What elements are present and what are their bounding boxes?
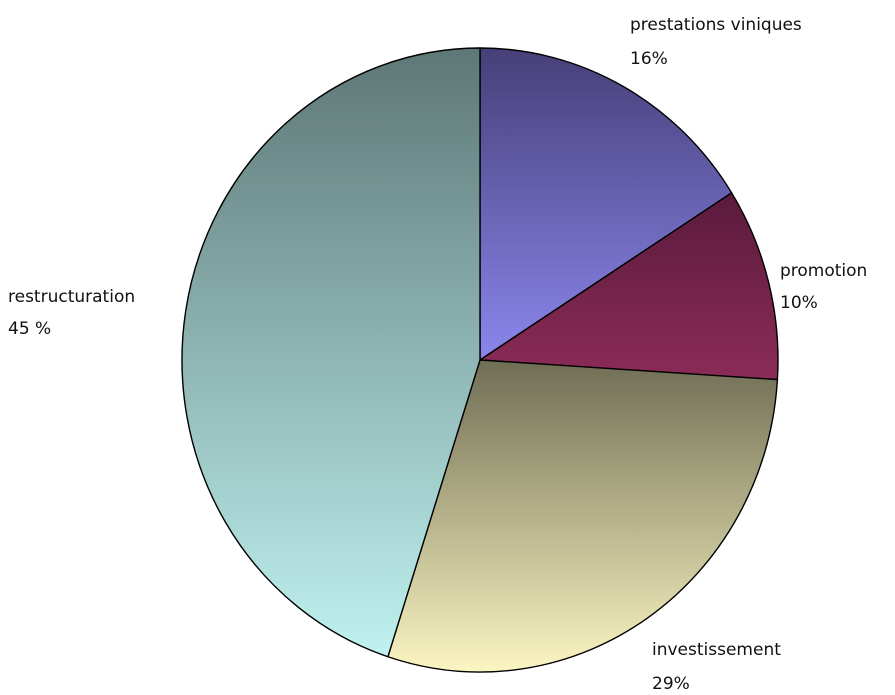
pie-slice-investissement — [387, 359, 779, 673]
slice-label-prestations-viniques: prestations viniques — [630, 15, 802, 35]
pie-slice-restructuration — [181, 47, 481, 658]
slice-value-investissement: 29% — [652, 674, 690, 694]
pie-slice-prestations-viniques — [479, 47, 733, 362]
pie-slice-promotion — [477, 191, 779, 381]
slice-label-promotion: promotion — [780, 261, 867, 281]
slice-labels: prestations viniques 16% promotion 10% i… — [8, 15, 867, 694]
slice-label-investissement: investissement — [652, 640, 781, 660]
slice-value-prestations-viniques: 16% — [630, 49, 668, 69]
slice-value-restructuration: 45 % — [8, 319, 51, 339]
slice-label-restructuration: restructuration — [8, 287, 135, 307]
pie-slices — [181, 47, 779, 673]
slice-value-promotion: 10% — [780, 293, 818, 313]
